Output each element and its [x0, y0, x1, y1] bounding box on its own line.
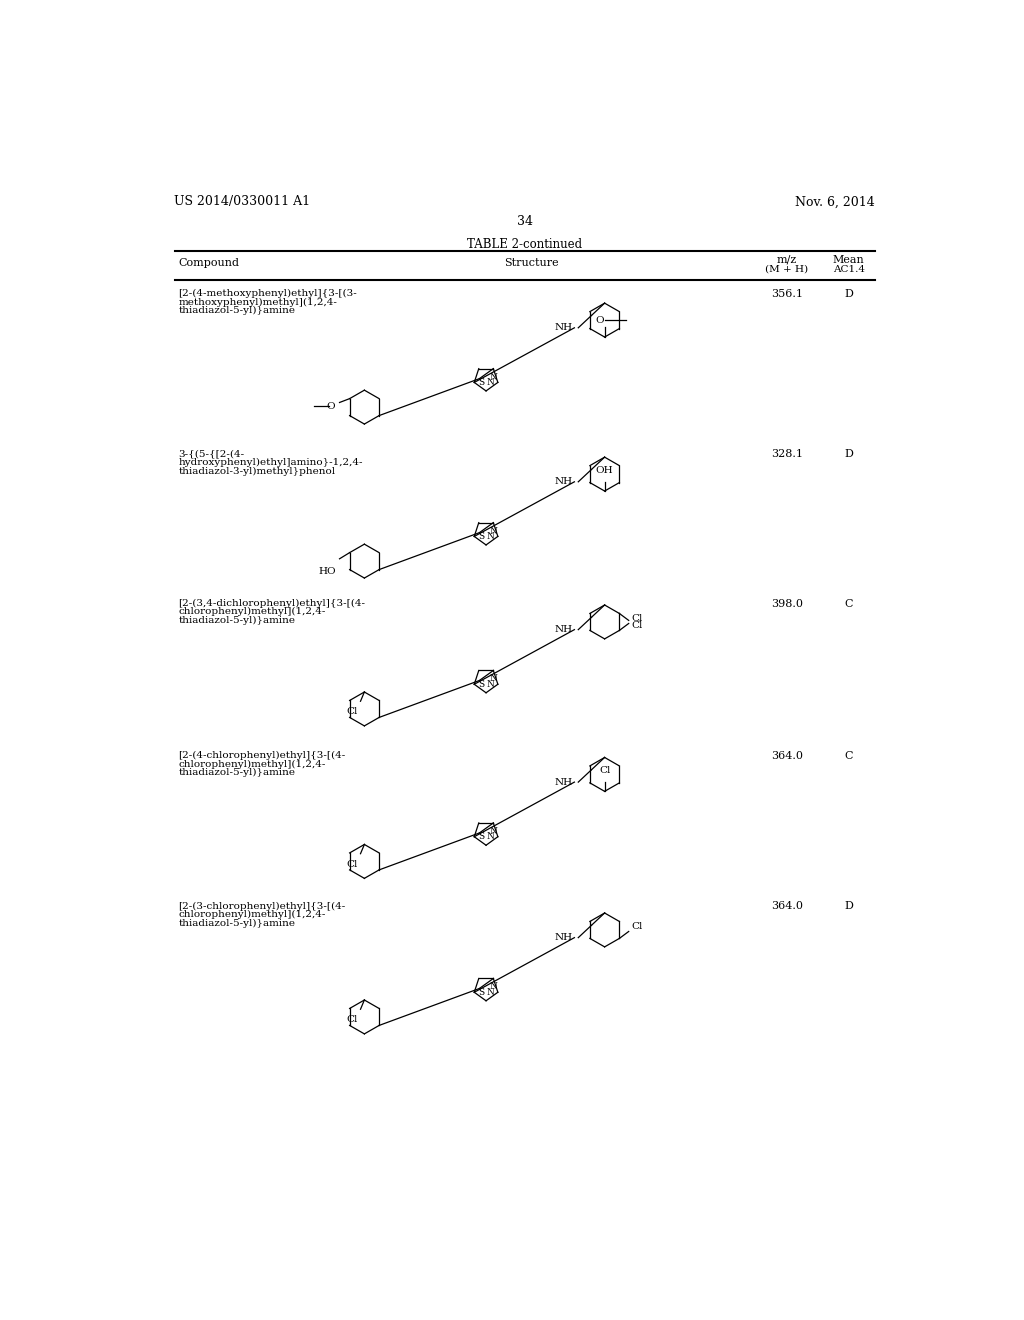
Text: 328.1: 328.1: [771, 449, 803, 459]
Text: [2-(3-chlorophenyl)ethyl]{3-[(4-: [2-(3-chlorophenyl)ethyl]{3-[(4-: [178, 902, 346, 911]
Text: N: N: [486, 987, 494, 997]
Text: NH: NH: [555, 323, 572, 333]
Text: OH: OH: [596, 466, 613, 475]
Text: Compound: Compound: [178, 257, 240, 268]
Text: N: N: [489, 372, 498, 381]
Text: AC1.4: AC1.4: [833, 264, 864, 273]
Text: 356.1: 356.1: [771, 289, 803, 300]
Text: (M + H): (M + H): [765, 264, 808, 273]
Text: N: N: [489, 826, 498, 836]
Text: N: N: [486, 680, 494, 689]
Text: N: N: [486, 832, 494, 841]
Text: S: S: [478, 987, 484, 997]
Text: NH: NH: [555, 626, 572, 634]
Text: D: D: [845, 289, 853, 300]
Text: S: S: [478, 680, 484, 689]
Text: [2-(4-chlorophenyl)ethyl]{3-[(4-: [2-(4-chlorophenyl)ethyl]{3-[(4-: [178, 751, 346, 760]
Text: S: S: [478, 832, 484, 841]
Text: S: S: [478, 378, 484, 387]
Text: HO: HO: [318, 566, 336, 576]
Text: thiadiazol-5-yl)}amine: thiadiazol-5-yl)}amine: [178, 768, 295, 777]
Text: 34: 34: [517, 215, 532, 227]
Text: Cl: Cl: [632, 614, 643, 623]
Text: chlorophenyl)methyl](1,2,4-: chlorophenyl)methyl](1,2,4-: [178, 909, 326, 919]
Text: TABLE 2-continued: TABLE 2-continued: [467, 238, 583, 251]
Text: methoxyphenyl)methyl](1,2,4-: methoxyphenyl)methyl](1,2,4-: [178, 298, 337, 306]
Text: O: O: [327, 401, 335, 411]
Text: [2-(3,4-dichlorophenyl)ethyl]{3-[(4-: [2-(3,4-dichlorophenyl)ethyl]{3-[(4-: [178, 599, 366, 609]
Text: N: N: [486, 532, 494, 541]
Text: Nov. 6, 2014: Nov. 6, 2014: [796, 195, 876, 209]
Text: S: S: [478, 532, 484, 541]
Text: 364.0: 364.0: [771, 751, 803, 762]
Text: NH: NH: [555, 478, 572, 486]
Text: D: D: [845, 902, 853, 911]
Text: Cl: Cl: [632, 923, 643, 932]
Text: Mean: Mean: [833, 255, 864, 264]
Text: C: C: [845, 599, 853, 609]
Text: thiadiazol-3-yl)methyl}phenol: thiadiazol-3-yl)methyl}phenol: [178, 466, 336, 475]
Text: 364.0: 364.0: [771, 902, 803, 911]
Text: m/z: m/z: [776, 255, 797, 264]
Text: thiadiazol-5-yl)}amine: thiadiazol-5-yl)}amine: [178, 306, 295, 315]
Text: chlorophenyl)methyl](1,2,4-: chlorophenyl)methyl](1,2,4-: [178, 760, 326, 768]
Text: [2-(4-methoxyphenyl)ethyl]{3-[(3-: [2-(4-methoxyphenyl)ethyl]{3-[(3-: [178, 289, 357, 298]
Text: Cl: Cl: [599, 766, 610, 775]
Text: 3-{(5-{[2-(4-: 3-{(5-{[2-(4-: [178, 449, 245, 458]
Text: N: N: [489, 675, 498, 684]
Text: Structure: Structure: [504, 257, 558, 268]
Text: 398.0: 398.0: [771, 599, 803, 609]
Text: Cl: Cl: [347, 708, 358, 717]
Text: O: O: [595, 315, 604, 325]
Text: chlorophenyl)methyl](1,2,4-: chlorophenyl)methyl](1,2,4-: [178, 607, 326, 616]
Text: thiadiazol-5-yl)}amine: thiadiazol-5-yl)}amine: [178, 919, 295, 928]
Text: Cl: Cl: [347, 859, 358, 869]
Text: D: D: [845, 449, 853, 459]
Text: Cl: Cl: [632, 620, 643, 630]
Text: NH: NH: [555, 933, 572, 942]
Text: N: N: [489, 982, 498, 991]
Text: NH: NH: [555, 777, 572, 787]
Text: N: N: [489, 527, 498, 536]
Text: N: N: [486, 378, 494, 387]
Text: C: C: [845, 751, 853, 762]
Text: hydroxyphenyl)ethyl]amino}-1,2,4-: hydroxyphenyl)ethyl]amino}-1,2,4-: [178, 458, 362, 467]
Text: thiadiazol-5-yl)}amine: thiadiazol-5-yl)}amine: [178, 615, 295, 624]
Text: Cl: Cl: [347, 1015, 358, 1024]
Text: US 2014/0330011 A1: US 2014/0330011 A1: [174, 195, 310, 209]
